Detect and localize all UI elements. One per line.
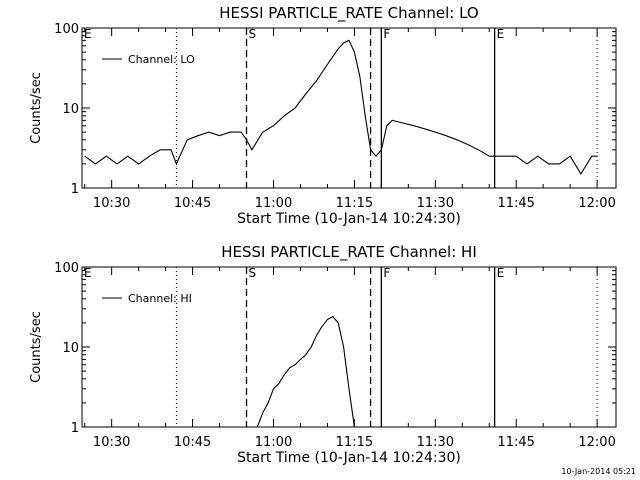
y-tick-label: 100 [54, 22, 79, 37]
event-marker-label: S [249, 266, 257, 280]
x-tick-label: 10:45 [174, 196, 211, 211]
x-tick-label: 10:30 [93, 435, 130, 450]
y-tick-label: 1 [71, 421, 79, 436]
x-tick-label: 11:00 [255, 435, 292, 450]
chart-title: HESSI PARTICLE_RATE Channel: HI [221, 243, 477, 262]
legend-label: Channel: LO [128, 53, 195, 66]
y-axis-label: Counts/sec [29, 311, 44, 383]
x-tick-label: 10:30 [93, 196, 130, 211]
y-axis-label: Counts/sec [29, 72, 44, 144]
event-marker-label: E [497, 266, 505, 280]
x-tick-label: 11:00 [255, 196, 292, 211]
x-tick-label: 11:15 [336, 196, 373, 211]
x-tick-label: 11:45 [497, 196, 534, 211]
y-tick-label: 10 [62, 341, 79, 356]
chart-title: HESSI PARTICLE_RATE Channel: LO [219, 4, 478, 23]
chart-panel-lo: HESSI PARTICLE_RATE Channel: LO Counts/se… [29, 4, 617, 227]
chart-panel-hi: HESSI PARTICLE_RATE Channel: HI Counts/se… [29, 243, 617, 466]
event-marker-label: E [497, 27, 505, 41]
event-marker-label: E [84, 266, 92, 280]
x-tick-label: 11:45 [497, 435, 534, 450]
event-marker-label: F [383, 27, 390, 41]
y-tick-label: 10 [62, 102, 79, 117]
footer-stamp: 10-Jan-2014 05:21 [561, 467, 636, 476]
x-axis-label: Start Time (10-Jan-14 10:24:30) [237, 211, 461, 227]
series-line [84, 39, 598, 175]
series-line [256, 315, 355, 427]
x-tick-label: 10:45 [174, 435, 211, 450]
x-tick-label: 12:00 [578, 435, 615, 450]
x-tick-label: 12:00 [578, 196, 615, 211]
x-axis-label: Start Time (10-Jan-14 10:24:30) [237, 450, 461, 466]
legend-label: Channel: HI [128, 292, 192, 305]
x-tick-label: 11:30 [417, 435, 454, 450]
event-marker-label: S [249, 27, 257, 41]
y-tick-label: 100 [54, 261, 79, 276]
event-marker-label: E [84, 27, 92, 41]
plot-frame [81, 27, 617, 189]
y-tick-label: 1 [71, 182, 79, 197]
x-tick-label: 11:15 [336, 435, 373, 450]
plot-frame [81, 266, 617, 428]
x-tick-label: 11:30 [417, 196, 454, 211]
event-marker-label: F [383, 266, 390, 280]
